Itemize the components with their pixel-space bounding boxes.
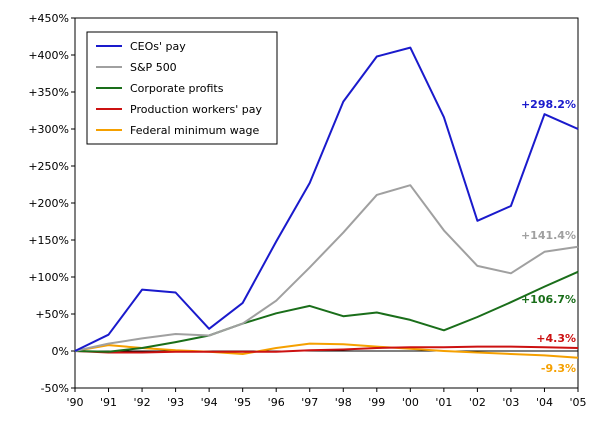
- y-tick-label: +400%: [28, 49, 69, 62]
- legend-label-4: Federal minimum wage: [130, 124, 259, 137]
- x-tick-label: '90: [66, 396, 83, 409]
- y-tick-label: +300%: [28, 123, 69, 136]
- x-tick-label: '04: [536, 396, 553, 409]
- end-label-0: +298.2%: [521, 98, 576, 111]
- x-tick-label: '03: [502, 396, 519, 409]
- legend-label-2: Corporate profits: [130, 82, 224, 95]
- y-tick-label: -50%: [41, 382, 69, 395]
- series-line-1: [74, 184, 579, 352]
- x-tick-label: '96: [268, 396, 285, 409]
- y-tick-label: +100%: [28, 271, 69, 284]
- y-tick-label: +50%: [35, 308, 69, 321]
- end-label-2: +106.7%: [521, 293, 576, 306]
- x-tick-label: '01: [435, 396, 452, 409]
- legend-label-0: CEOs' pay: [130, 40, 186, 53]
- series-line-0: [74, 46, 579, 352]
- series-line-4: [74, 342, 579, 359]
- x-tick-label: '92: [134, 396, 151, 409]
- end-label-4: -9.3%: [541, 362, 576, 375]
- y-tick-label: +250%: [28, 160, 69, 173]
- y-axis-ticks: -50% 0% +50% +100% +150% +200% +250% +300% +350%…: [28, 12, 75, 395]
- x-tick-label: '91: [100, 396, 117, 409]
- x-tick-label: '02: [469, 396, 486, 409]
- legend-label-1: S&P 500: [130, 61, 177, 74]
- y-tick-label: +200%: [28, 197, 69, 210]
- x-tick-label: '95: [234, 396, 251, 409]
- legend-label-3: Production workers' pay: [130, 103, 263, 116]
- x-tick-label: '97: [301, 396, 318, 409]
- y-tick-label: 0%: [52, 345, 69, 358]
- x-tick-label: '93: [167, 396, 184, 409]
- end-label-1: +141.4%: [521, 229, 576, 242]
- x-tick-label: '00: [402, 396, 419, 409]
- end-labels: +298.2% +141.4% +106.7% +4.3% -9.3%: [521, 98, 576, 375]
- series-lines: [74, 46, 579, 359]
- y-tick-label: +350%: [28, 86, 69, 99]
- x-tick-label: '98: [335, 396, 352, 409]
- x-tick-label: '05: [569, 396, 586, 409]
- x-tick-label: '99: [368, 396, 385, 409]
- end-label-3: +4.3%: [536, 332, 576, 345]
- series-line-2: [74, 270, 579, 353]
- legend: CEOs' pay S&P 500 Corporate profits Product…: [86, 31, 278, 145]
- series-line-3: [74, 345, 579, 354]
- x-tick-label: '94: [201, 396, 218, 409]
- y-tick-label: +150%: [28, 234, 69, 247]
- x-axis-ticks: '90 '91 '92 '93 '94 '95 '96 '97 '98 '99 '00 '01 '02 '…: [66, 388, 587, 409]
- y-tick-label: +450%: [28, 12, 69, 25]
